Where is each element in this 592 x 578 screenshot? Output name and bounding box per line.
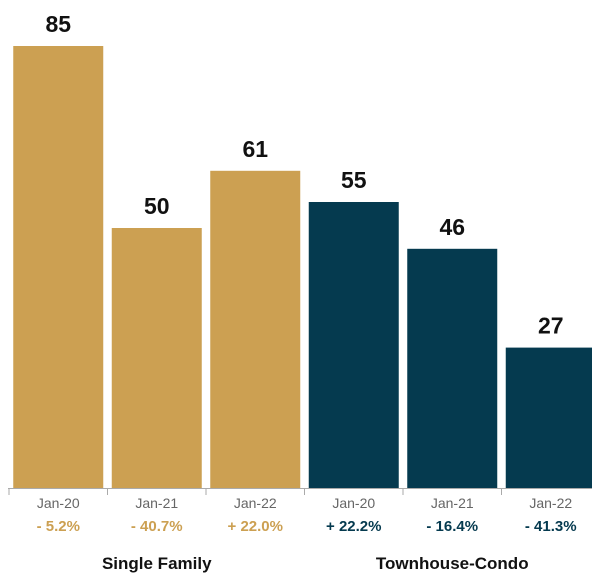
date-tick-label: Jan-20 xyxy=(332,495,375,511)
percent-change-label: + 22.0% xyxy=(228,518,283,535)
date-tick-label: Jan-22 xyxy=(529,495,572,511)
bar-townhouse-condo-jan-22 xyxy=(505,347,592,488)
bar-single-family-jan-22 xyxy=(210,170,301,489)
date-tick-label: Jan-22 xyxy=(234,495,277,511)
date-tick-label: Jan-21 xyxy=(135,495,178,511)
date-tick-label: Jan-21 xyxy=(431,495,474,511)
date-tick-label: Jan-20 xyxy=(37,495,80,511)
bar-value-label: 55 xyxy=(341,167,367,193)
percent-change-label: - 16.4% xyxy=(426,518,478,535)
bar-value-label: 61 xyxy=(242,136,268,162)
bar-value-label: 27 xyxy=(538,313,564,339)
bar-townhouse-condo-jan-20 xyxy=(308,202,399,488)
group-labels-layer: Single Family Townhouse-Condo xyxy=(102,554,529,573)
bar-value-label: 85 xyxy=(45,11,71,37)
bar-single-family-jan-21 xyxy=(111,228,202,488)
percent-change-label: + 22.2% xyxy=(326,518,381,535)
percent-change-label: - 41.3% xyxy=(525,518,577,535)
bar-value-label: 46 xyxy=(439,214,465,240)
x-axis-ticks xyxy=(8,488,502,495)
bar-single-family-jan-20 xyxy=(13,46,104,488)
bar-townhouse-condo-jan-21 xyxy=(407,248,498,488)
labels-layer: 85 Jan-20 - 5.2% 50 Jan-21 - 40.7% 61 Jan-22 + 2… xyxy=(37,11,577,535)
group-label: Townhouse-Condo xyxy=(376,554,529,573)
percent-change-label: - 5.2% xyxy=(37,518,80,535)
bars-layer xyxy=(13,46,592,489)
bar-value-label: 50 xyxy=(144,193,170,219)
percent-change-label: - 40.7% xyxy=(131,518,183,535)
group-label: Single Family xyxy=(102,554,212,573)
